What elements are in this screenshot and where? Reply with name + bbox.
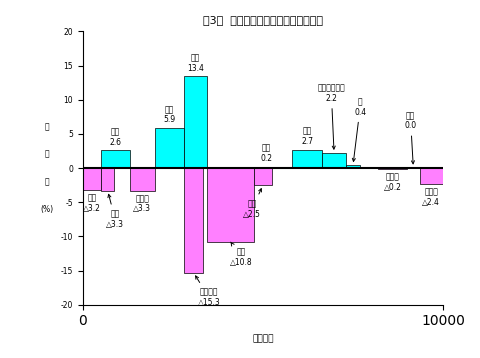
Text: 生産用
△3.3: 生産用 △3.3: [133, 194, 151, 213]
Text: (%): (%): [40, 204, 53, 213]
Title: 第3図  業種別生産指数の前年比増減率: 第3図 業種別生産指数の前年比増減率: [203, 15, 323, 25]
Text: 石油
2.7: 石油 2.7: [301, 127, 313, 146]
Bar: [378, 168, 407, 169]
Bar: [254, 168, 272, 185]
Text: 輸送
△10.8: 輸送 △10.8: [230, 242, 252, 267]
Bar: [184, 168, 204, 272]
Text: 電気
13.4: 電気 13.4: [187, 54, 204, 73]
X-axis label: ウェイト: ウェイト: [252, 334, 274, 343]
Text: 紙
0.4: 紙 0.4: [352, 97, 366, 161]
Bar: [207, 168, 254, 242]
Text: 金属
2.6: 金属 2.6: [109, 127, 121, 147]
Text: 窯業
△2.5: 窯業 △2.5: [243, 189, 262, 219]
Bar: [83, 168, 101, 190]
Text: 増: 増: [45, 122, 49, 131]
Text: 食料品
△0.2: 食料品 △0.2: [384, 173, 402, 192]
Text: 鉄鋼
△3.2: 鉄鋼 △3.2: [83, 193, 101, 213]
Bar: [346, 165, 360, 168]
Bar: [101, 150, 130, 168]
Text: 減: 減: [45, 150, 49, 159]
Bar: [101, 168, 114, 190]
Bar: [254, 167, 279, 168]
Text: 鉱業
0.0: 鉱業 0.0: [405, 111, 417, 164]
Bar: [420, 168, 443, 184]
Text: 電子部品
△15.3: 電子部品 △15.3: [195, 276, 220, 307]
Text: 非鉄
△3.3: 非鉄 △3.3: [106, 194, 124, 229]
Bar: [184, 77, 207, 168]
Bar: [155, 128, 184, 168]
Bar: [130, 168, 155, 190]
Text: プラスチック
2.2: プラスチック 2.2: [317, 84, 345, 149]
Bar: [323, 153, 346, 168]
Text: その他
△2.4: その他 △2.4: [422, 188, 440, 207]
Bar: [292, 150, 323, 168]
Text: 汎用
5.9: 汎用 5.9: [163, 105, 175, 124]
Text: 率: 率: [45, 177, 49, 186]
Text: 化学
0.2: 化学 0.2: [261, 144, 273, 163]
